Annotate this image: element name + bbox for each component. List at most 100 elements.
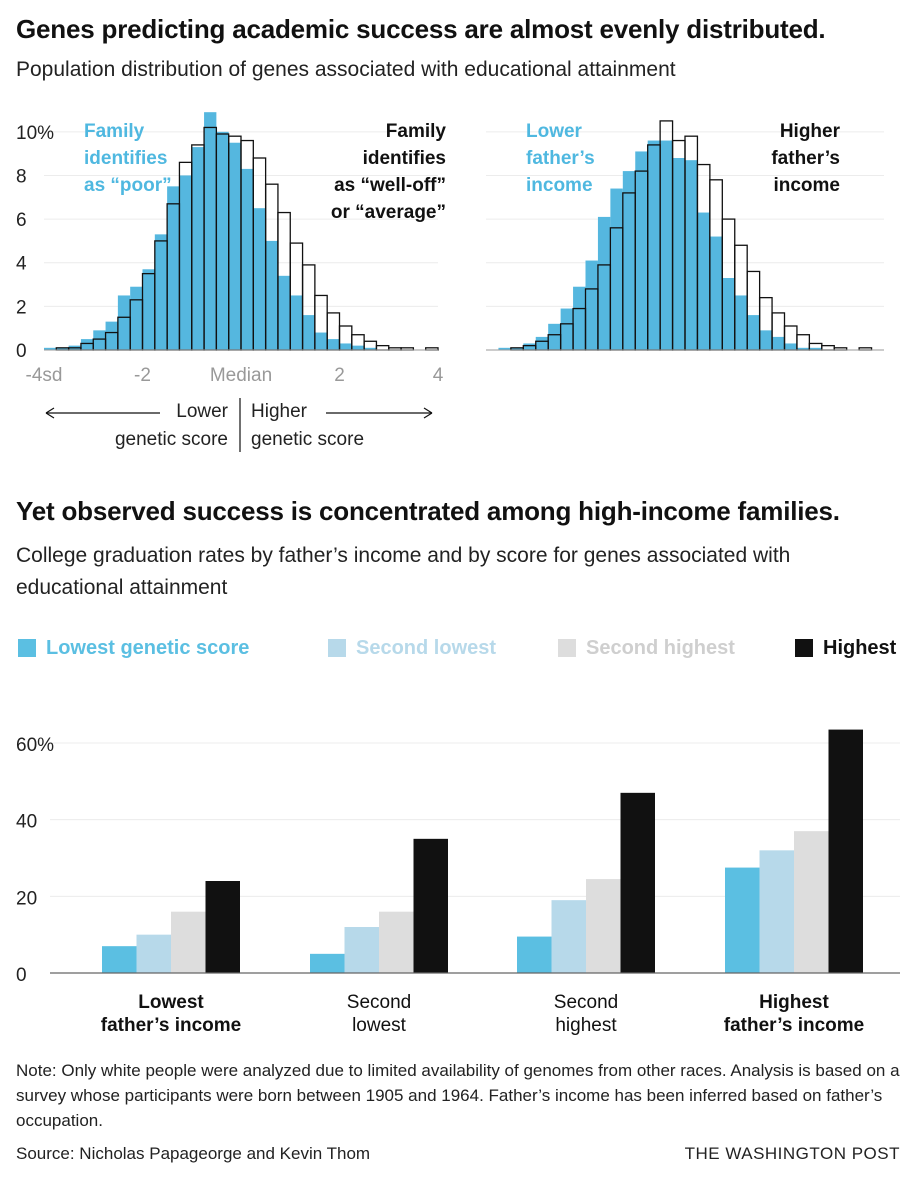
hist-bar-filled — [585, 260, 598, 350]
y-tick-label: 0 — [16, 965, 27, 986]
left-arrow-head — [45, 407, 55, 419]
grouped-bar — [725, 867, 760, 973]
legend-swatch — [328, 639, 346, 657]
x-tick-label: Median — [210, 365, 272, 386]
annotation-line: identifies — [84, 148, 168, 169]
hist-bar-filled — [105, 321, 118, 350]
hist-bar-filled — [597, 216, 611, 350]
legend-item-lowest: Lowest genetic score — [18, 634, 249, 662]
hist-bar-filled — [253, 208, 266, 350]
grouped-bar — [171, 911, 206, 973]
x-tick-label: -4sd — [26, 365, 63, 386]
hist-bar-filled — [154, 234, 168, 350]
hist-bar-filled — [685, 160, 698, 350]
hist-bar-filled — [548, 323, 561, 350]
legend-label: Highest — [823, 636, 897, 659]
hist-bar-filled — [204, 112, 217, 350]
y-tick-label: 4 — [16, 254, 27, 275]
chart-title-1: Genes predicting academic success are al… — [16, 14, 826, 44]
right-arrow-head — [423, 407, 433, 419]
hist-bar-filled — [672, 158, 685, 350]
y-tick-label: 8 — [16, 166, 27, 187]
grouped-bar — [136, 934, 171, 973]
higher-genetic-score-label: Higher genetic score — [251, 398, 401, 454]
grouped-bar — [205, 881, 240, 973]
hist-bar-filled — [498, 347, 511, 350]
annotation-line: as “well-off” — [334, 175, 446, 196]
higher-label-line: genetic score — [251, 429, 365, 450]
hist-bar-filled — [179, 175, 192, 350]
x-tick-label: 4 — [433, 365, 444, 386]
hist-bar-filled — [734, 295, 748, 350]
hist-bar-filled — [228, 142, 241, 350]
y-tick-label: 60% — [16, 735, 54, 756]
hist-bar-filled — [709, 236, 723, 350]
hist-bar-filled — [117, 295, 131, 350]
annotation-line: income — [773, 175, 840, 196]
grouped-bar — [828, 729, 863, 973]
chart-subtitle-2: College graduation rates by father’s inc… — [16, 544, 791, 599]
legend-label: Second highest — [586, 636, 735, 659]
hist-bar-filled — [327, 339, 340, 350]
hist-bar-filled — [265, 240, 278, 350]
category-label: Highest — [759, 992, 829, 1013]
hist-bar-filled — [635, 151, 648, 350]
hist-bar-filled — [56, 347, 69, 350]
y-tick-label: 6 — [16, 210, 27, 231]
hist-bar-filled — [622, 171, 636, 350]
grouped-bar — [586, 879, 621, 973]
lower-genetic-score-label: Lower genetic score — [100, 398, 228, 454]
category-label: highest — [555, 1015, 617, 1036]
hist-bar-filled — [351, 345, 365, 350]
grouped-bar — [344, 927, 379, 973]
category-label: Lowest — [138, 992, 204, 1013]
higher-label-line: Higher — [251, 401, 307, 422]
category-label: Second — [347, 992, 411, 1013]
hist-bar-filled — [796, 347, 810, 350]
annotation-line: Family — [385, 121, 446, 142]
grouped-bar — [620, 792, 655, 973]
hist-right-black-annotation: Higher father’s income — [771, 118, 840, 199]
grouped-bar — [413, 838, 448, 973]
annotation-line: father’s — [526, 148, 595, 169]
category-label: father’s income — [101, 1015, 241, 1036]
x-tick-label: 2 — [334, 365, 345, 386]
y-tick-label: 40 — [16, 812, 37, 833]
y-tick-label: 20 — [16, 888, 37, 909]
hist-bar-filled — [241, 168, 254, 350]
x-tick-label: -2 — [134, 365, 151, 386]
y-tick-label: 10% — [16, 123, 54, 144]
legend-label: Second lowest — [356, 636, 497, 659]
chart-subtitle-1: Population distribution of genes associa… — [16, 58, 676, 81]
hist-bar-filled — [93, 330, 106, 350]
chart-title-2: Yet observed success is concentrated amo… — [16, 496, 840, 526]
hist-bar-filled — [130, 286, 143, 350]
hist-bar-filled — [647, 140, 661, 350]
lower-label-line: genetic score — [114, 429, 228, 450]
grouped-bar — [310, 953, 345, 973]
category-label: father’s income — [724, 1015, 864, 1036]
hist-left-black-annotation: Family identifies as “well-off” or “aver… — [331, 118, 446, 226]
hist-bar-filled — [80, 339, 94, 350]
hist-bar-filled — [44, 347, 57, 350]
hist-bar-filled — [364, 347, 377, 350]
hist-bar-filled — [573, 286, 586, 350]
hist-bar-filled — [314, 332, 328, 350]
hist-left-blue-annotation: Family identifies as “poor” — [84, 118, 172, 199]
hist-bar-filled — [302, 315, 315, 350]
hist-bar-filled — [747, 315, 760, 350]
hist-bar-filled — [216, 131, 229, 350]
annotation-line: identifies — [362, 148, 446, 169]
grouped-bar — [379, 911, 414, 973]
hist-bar-filled — [560, 308, 574, 350]
hist-bar-filled — [660, 140, 673, 350]
y-tick-label: 2 — [16, 297, 27, 318]
category-label: lowest — [352, 1015, 407, 1036]
hist-bar-filled — [809, 347, 822, 350]
y-tick-label: 0 — [16, 341, 27, 362]
hist-bar-filled — [535, 336, 549, 350]
grouped-bar — [759, 850, 794, 973]
grouped-bar — [794, 831, 829, 973]
hist-bar-filled — [772, 336, 785, 350]
